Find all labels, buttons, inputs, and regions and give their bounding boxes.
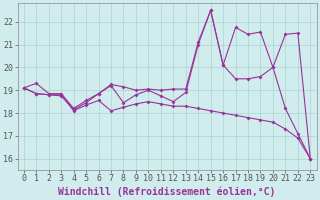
X-axis label: Windchill (Refroidissement éolien,°C): Windchill (Refroidissement éolien,°C) [58,186,276,197]
